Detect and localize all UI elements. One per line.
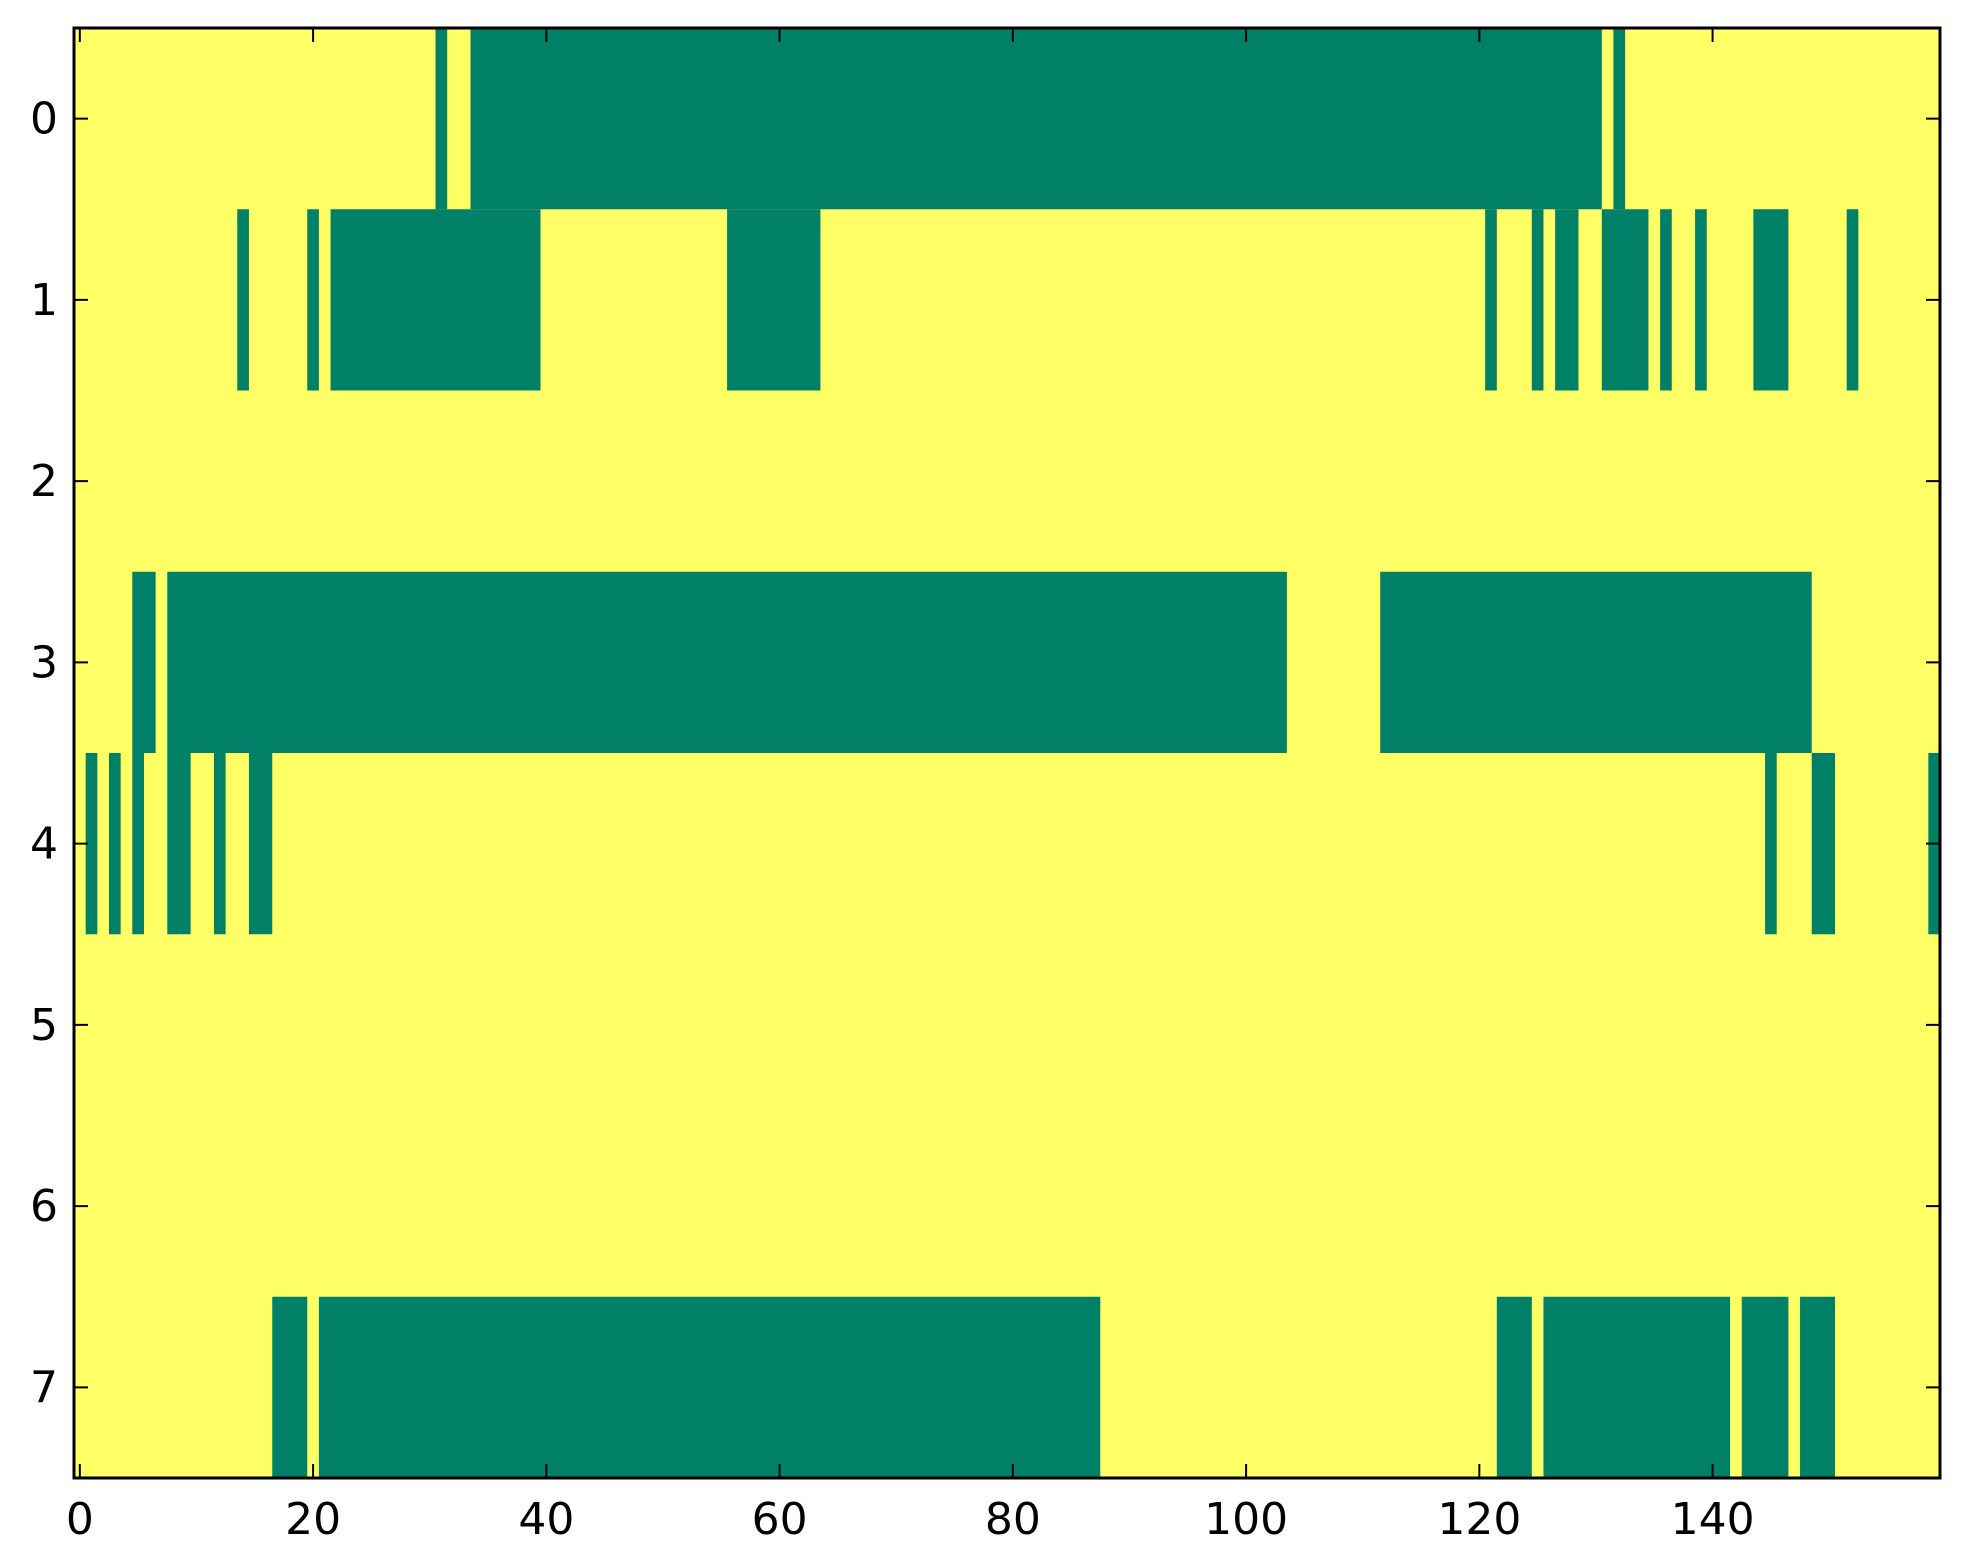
y-tick-label: 3 [30,637,58,688]
plot-frame [72,26,1942,1480]
heatmap-cell-run [132,571,156,753]
y-tick-label: 7 [30,1362,58,1413]
heatmap-cell-run [1846,209,1859,391]
y-tick-label: 5 [30,1000,58,1051]
heatmap-cell-run [1485,209,1497,391]
x-tick-label: 60 [752,1494,808,1545]
heatmap-cell-run [1543,1296,1731,1478]
heatmap-cell-run [1765,753,1777,935]
x-tick-labels: 0 20 40 60 80 100 120 140 [66,1494,1755,1545]
heatmap-cell-run [248,753,273,935]
y-tick-label: 0 [30,94,58,145]
heatmap-cell-run [272,1296,308,1478]
heatmap-cell-run [727,209,821,391]
heatmap-cell-run [132,753,144,935]
heatmap-cell-run [108,753,121,935]
x-tick-label: 40 [518,1494,574,1545]
heatmap-cell-run [1380,571,1812,753]
heatmap-cell-run [85,753,98,935]
heatmap-cell-run [1613,28,1626,210]
x-tick-label: 140 [1671,1494,1755,1545]
heatmap-cell-run [1531,209,1544,391]
y-tick-label: 6 [30,1181,58,1232]
x-tick-label: 120 [1437,1494,1521,1545]
y-tick-labels: 0 1 2 3 4 5 6 7 [30,94,58,1414]
heatmap-cell-run [318,1296,1101,1478]
heatmap-cell-run [213,753,226,935]
heatmap-cell-run [167,753,191,935]
x-tick-label: 80 [985,1494,1041,1545]
heatmap-cell-run [1741,1296,1789,1478]
x-tick-label: 100 [1204,1494,1288,1545]
y-tick-label: 2 [30,456,58,507]
heatmap-cell-run [1695,209,1707,391]
x-tick-label: 20 [285,1494,341,1545]
heatmap-cell-run [167,571,1287,753]
x-tick-label: 0 [66,1494,94,1545]
heatmap-cell-run [435,28,448,210]
heatmap-cell-run [1496,1296,1532,1478]
heatmap-cell-run [330,209,541,391]
heatmap-cell-run [1601,209,1649,391]
heatmap-cell-run [1660,209,1672,391]
y-tick-label: 1 [30,275,58,326]
heatmap-cell-run [1800,1296,1836,1478]
heatmap-cell-run [470,28,1602,210]
heatmap-cell-run [1753,209,1789,391]
heatmap-cell-run [1555,209,1579,391]
heatmap-cell-run [1811,753,1836,935]
heatmap-cell-run [237,209,249,391]
y-tick-label: 4 [30,819,58,870]
heatmap-cell-run [307,209,319,391]
heatmap-cells [85,28,1940,1478]
axis-ticks [74,28,1940,1478]
